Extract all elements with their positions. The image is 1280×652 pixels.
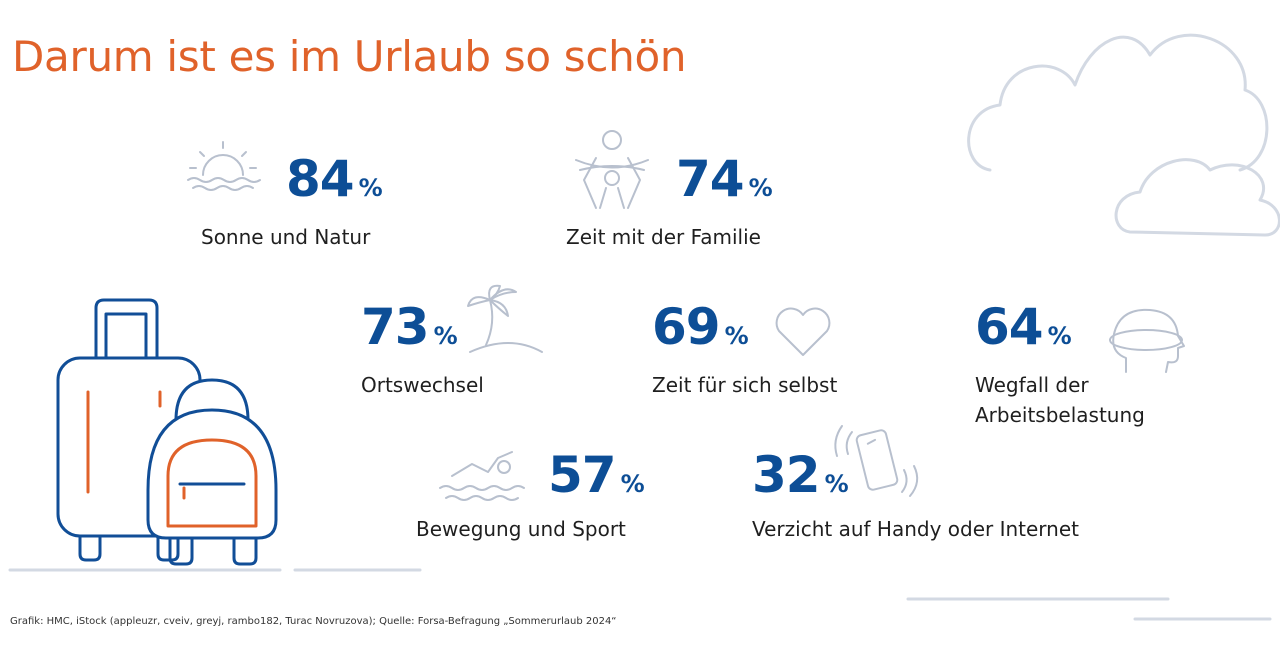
stat-value: 32 — [752, 446, 821, 504]
phone-vibrate-icon — [834, 425, 919, 497]
stat-unit: % — [620, 470, 645, 498]
stat-verzicht-auf-handy: 32% — [752, 446, 849, 504]
stat-zeit-fuer-sich-selbst: 69% — [652, 298, 749, 356]
heart-icon — [775, 307, 831, 356]
stat-bewegung-und-sport: 57% — [548, 446, 645, 504]
stat-value: 84 — [286, 150, 355, 208]
family-icon — [575, 130, 649, 209]
palm-island-icon — [467, 284, 543, 353]
source-note: Grafik: HMC, iStock (appleuzr, cveiv, gr… — [10, 616, 617, 627]
stat-ortswechsel: 73% — [361, 298, 458, 356]
stat-unit: % — [824, 470, 849, 498]
stat-label: Sonne und Natur — [201, 225, 371, 249]
stat-label: Ortswechsel — [361, 373, 484, 397]
stat-sonne-und-natur: 84% — [286, 150, 383, 208]
cloud-icon — [967, 33, 1280, 237]
stat-value: 74 — [676, 150, 745, 208]
stat-zeit-mit-der-familie: 74% — [676, 150, 773, 208]
stat-label: Wegfall der Arbeitsbelastung — [975, 373, 1145, 427]
stat-unit: % — [748, 174, 773, 202]
stat-value: 69 — [652, 298, 721, 356]
stat-unit: % — [1047, 322, 1072, 350]
stat-label: Zeit mit der Familie — [566, 225, 761, 249]
stat-unit: % — [358, 174, 383, 202]
stat-label: Zeit für sich selbst — [652, 373, 838, 397]
page-title: Darum ist es im Urlaub so schön — [12, 32, 687, 81]
sun-icon — [187, 141, 261, 191]
ground-lines — [8, 568, 1272, 621]
stat-value: 73 — [361, 298, 430, 356]
swimmer-icon — [439, 451, 525, 501]
stat-label: Bewegung und Sport — [416, 517, 626, 541]
stat-label: Verzicht auf Handy oder Internet — [752, 517, 1080, 541]
head-relax-icon — [1109, 308, 1185, 373]
stat-unit: % — [724, 322, 749, 350]
stat-wegfall-der-arbeitsbelastung: 64% — [975, 298, 1072, 356]
stat-value: 64 — [975, 298, 1044, 356]
backpack-icon — [146, 378, 278, 566]
stat-value: 57 — [548, 446, 617, 504]
stat-unit: % — [433, 322, 458, 350]
